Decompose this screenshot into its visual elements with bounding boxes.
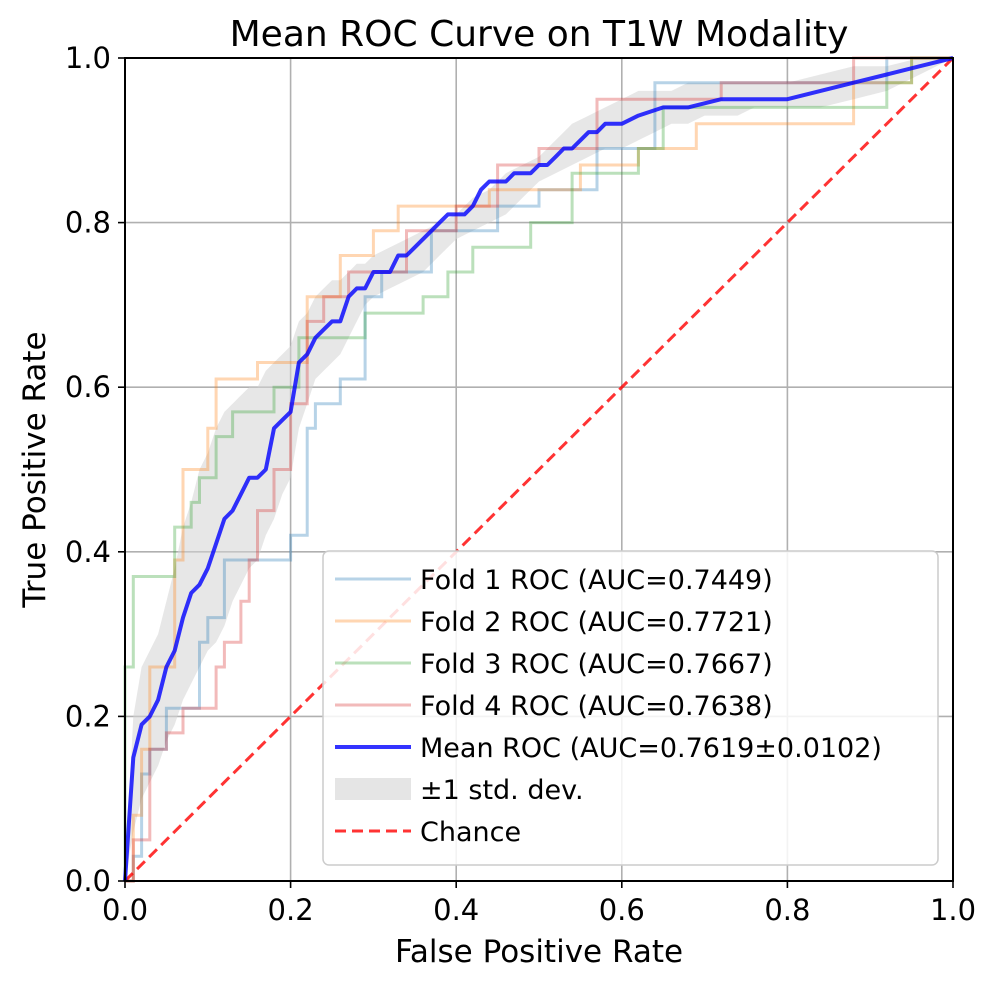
y-tick-label: 0.6 [65,370,111,404]
legend-label: Fold 4 ROC (AUC=0.7638) [420,691,773,722]
fold-curves-layer [123,56,953,883]
mean-curve-layer [123,56,954,882]
x-tick-label: 0.4 [433,893,479,927]
fold-roc-curve-1 [125,56,953,883]
chance-layer [123,56,955,883]
y-axis-label: True Positive Rate [17,331,53,608]
legend-label: Chance [420,817,521,848]
y-tick-label: 0.0 [65,864,111,898]
chart-title: Mean ROC Curve on T1W Modality [230,14,849,55]
legend: Fold 1 ROC (AUC=0.7449) Fold 2 ROC (AUC=0… [322,550,939,866]
x-tick-label: 0.0 [102,893,148,927]
legend-label: Mean ROC (AUC=0.7619±0.0102) [420,733,882,764]
plot-frame [124,57,954,882]
chance-line [123,56,955,883]
legend-label: Fold 1 ROC (AUC=0.7449) [420,565,773,596]
legend-box [322,550,939,866]
fold-roc-curve-2 [125,56,953,883]
x-tick-label: 0.2 [268,893,314,927]
legend-label: ±1 std. dev. [420,775,584,806]
std-dev-band-layer [125,58,953,881]
y-tick-label: 1.0 [65,41,111,75]
y-tick-label: 0.4 [65,535,111,569]
mean-roc-curve [123,56,954,882]
axis-ticks: 0.0 0.2 0.4 0.6 0.8 1.0 0.0 0.2 0.4 0.6 0.8 1.0 [65,41,976,927]
x-tick-label: 1.0 [930,893,976,927]
legend-label: Fold 2 ROC (AUC=0.7721) [420,607,773,638]
legend-label: Fold 3 ROC (AUC=0.7667) [420,649,773,680]
fold-roc-curve-4 [125,56,953,883]
x-axis-label: False Positive Rate [395,934,683,970]
y-tick-label: 0.8 [65,206,111,240]
std-dev-band [125,58,953,881]
x-tick-label: 0.8 [764,893,810,927]
x-tick-label: 0.6 [599,893,645,927]
legend-swatch [335,778,411,800]
y-tick-label: 0.2 [65,699,111,733]
fold-roc-curve-3 [123,56,953,881]
